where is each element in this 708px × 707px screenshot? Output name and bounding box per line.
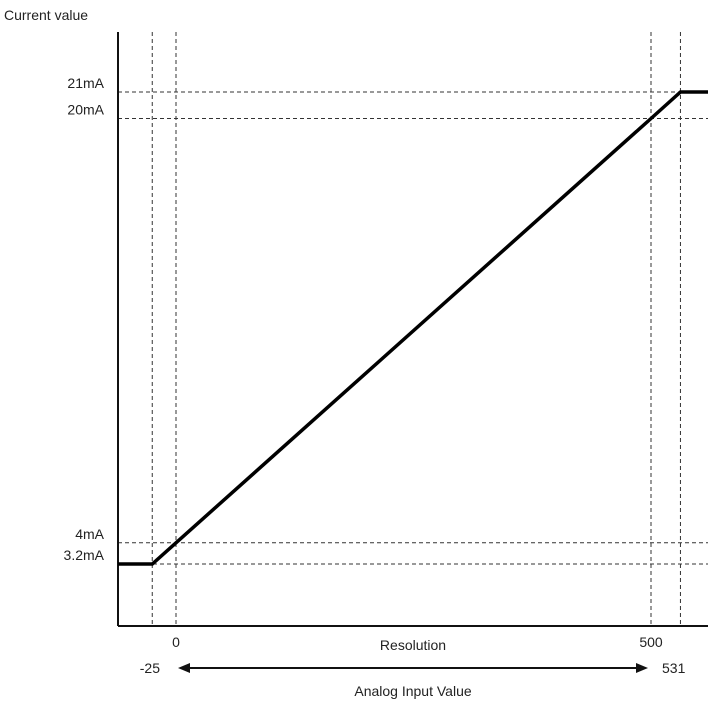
y-tick-label: 3.2mA	[64, 547, 105, 563]
analog-input-range-arrow	[178, 663, 648, 673]
vertical-guide-lines	[151, 32, 681, 626]
x-axis-title-resolution: Resolution	[380, 637, 446, 653]
range-label-left: -25	[140, 660, 160, 676]
range-arrow-left-head	[178, 663, 190, 673]
range-arrow-right-head	[636, 663, 648, 673]
y-tick-label: 21mA	[67, 75, 104, 91]
x-tick-label: 500	[639, 634, 663, 650]
horizontal-guide-lines	[118, 91, 708, 565]
y-axis-title: Current value	[4, 7, 88, 23]
x-tick-labels: 0 500	[172, 634, 663, 650]
y-tick-label: 4mA	[75, 526, 104, 542]
series-line	[118, 90, 708, 566]
range-label-right: 531	[662, 660, 686, 676]
y-tick-labels: 21mA 20mA 4mA 3.2mA	[64, 75, 105, 563]
y-tick-label: 20mA	[67, 102, 104, 118]
x-tick-label: 0	[172, 634, 180, 650]
x-axis-title-analog-input: Analog Input Value	[354, 683, 471, 699]
